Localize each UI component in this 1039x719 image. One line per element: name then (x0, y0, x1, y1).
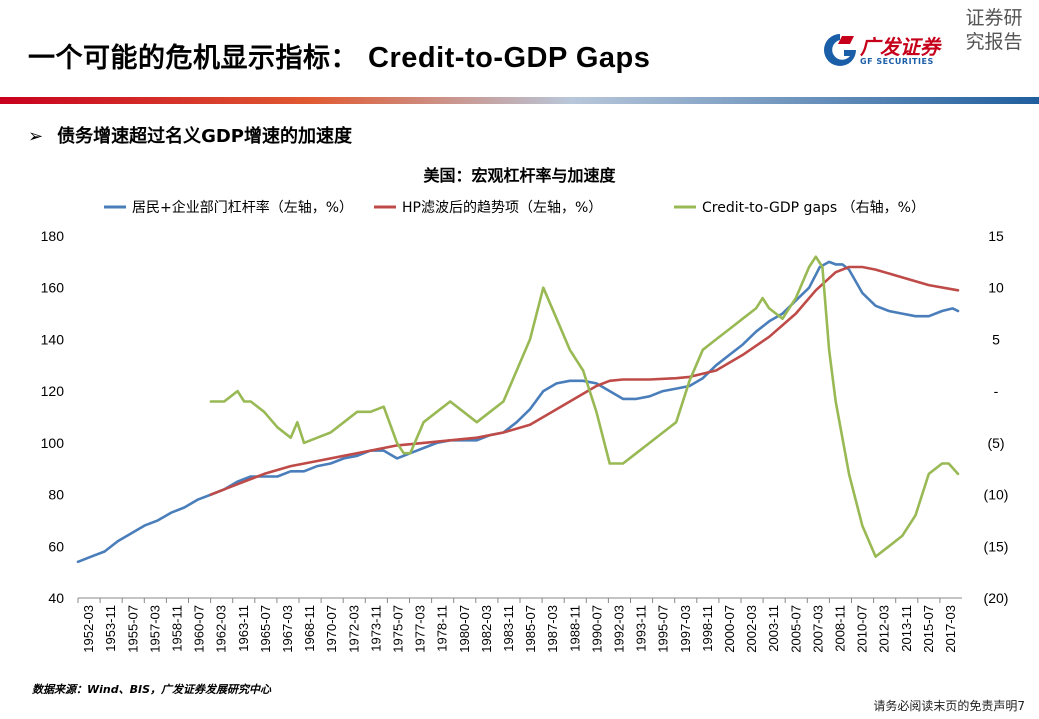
x-tick-label: 2000-07 (722, 605, 737, 653)
bullet-text: 债务增速超过名义GDP增速的加速度 (57, 126, 353, 147)
disclaimer: 请务必阅读末页的免责声明7 (873, 699, 1025, 713)
x-tick-label: 2017-03 (943, 605, 958, 653)
x-tick-label: 1997-03 (678, 605, 693, 653)
right-tick-label: 10 (988, 280, 1004, 296)
page-title: 一个可能的危机显示指标： Credit-to-GDP Gaps (28, 36, 650, 75)
x-tick-label: 1967-03 (280, 605, 295, 653)
legend-label: HP滤波后的趋势项（左轴，%） (402, 200, 602, 216)
title-cn: 一个可能的危机显示指标： (28, 43, 358, 74)
x-tick-label: 1975-07 (390, 605, 405, 653)
right-tick-label: 5 (992, 331, 1000, 347)
x-tick-label: 1993-11 (634, 605, 649, 652)
x-tick-label: 1955-07 (125, 605, 140, 653)
series-line-hp-trend (209, 265, 960, 496)
x-tick-label: 1982-03 (479, 605, 494, 653)
right-tick-label: (5) (987, 435, 1004, 451)
x-tick-label: 2013-11 (899, 605, 914, 652)
x-tick-label: 1962-03 (214, 605, 229, 653)
x-tick-label: 2008-11 (832, 605, 847, 652)
header-divider-band (0, 97, 1039, 104)
right-tick-label: 15 (988, 228, 1004, 244)
x-tick-label: 1960-07 (192, 605, 207, 653)
x-tick-label: 2015-07 (921, 605, 936, 653)
logo-text-cn: 广发证券 (860, 35, 940, 59)
x-tick-label: 1973-11 (368, 605, 383, 652)
x-tick-label: 2005-07 (788, 605, 803, 653)
x-tick-label: 1983-11 (501, 605, 516, 652)
left-tick-label: 60 (48, 538, 64, 554)
left-tick-label: 140 (41, 331, 65, 347)
x-tick-label: 1952-03 (81, 605, 96, 653)
x-tick-label: 2012-03 (877, 605, 892, 653)
left-tick-label: 100 (41, 435, 65, 451)
left-tick-label: 120 (41, 383, 65, 399)
left-tick-label: 80 (48, 487, 64, 503)
left-tick-label: 160 (41, 280, 65, 296)
x-tick-label: 2007-03 (810, 605, 825, 653)
legend-label: Credit-to-GDP gaps （右轴，%） (702, 200, 925, 216)
x-tick-label: 1987-03 (545, 605, 560, 653)
report-tagline: 证券研究报告 (965, 7, 1023, 53)
x-tick-label: 1990-07 (589, 605, 604, 653)
x-tick-label: 2010-07 (855, 605, 870, 653)
x-tick-label: 1970-07 (324, 605, 339, 653)
x-tick-label: 1980-07 (457, 605, 472, 653)
section-bullet: ➢ 债务增速超过名义GDP增速的加速度 (28, 122, 352, 148)
right-tick-label: (20) (984, 590, 1009, 606)
source-note: 数据来源：Wind、BIS，广发证券发展研究中心 (32, 683, 272, 696)
x-tick-label: 1957-03 (147, 605, 162, 653)
right-tick-label: (10) (984, 487, 1009, 503)
x-tick-label: 1965-07 (258, 605, 273, 653)
x-tick-label: 1953-11 (103, 605, 118, 652)
x-tick-label: 1998-11 (700, 605, 715, 652)
x-tick-label: 1977-03 (413, 605, 428, 653)
x-tick-label: 1972-03 (346, 605, 361, 653)
title-en: Credit-to-GDP Gaps (368, 42, 651, 74)
right-tick-label: (15) (984, 538, 1009, 554)
x-tick-label: 1968-11 (302, 605, 317, 652)
x-tick-label: 1978-11 (435, 605, 450, 652)
logo-text-en: GF SECURITIES (860, 57, 934, 66)
legend-label: 居民+企业部门杠杆率（左轴，%） (132, 199, 353, 216)
x-tick-label: 1985-07 (523, 605, 538, 653)
x-tick-label: 2003-11 (766, 605, 781, 652)
x-tick-label: 2002-03 (744, 605, 759, 653)
bullet-arrow-icon: ➢ (28, 126, 44, 147)
x-tick-label: 1988-11 (567, 605, 582, 652)
gf-logo-icon (824, 34, 856, 66)
chart-title: 美国：宏观杠杆率与加速度 (423, 166, 616, 185)
x-tick-label: 1992-03 (611, 605, 626, 653)
x-tick-label: 1995-07 (656, 605, 671, 653)
series-line-credit-gap (209, 255, 960, 558)
x-tick-label: 1963-11 (236, 605, 251, 652)
left-tick-label: 40 (48, 590, 64, 606)
x-tick-label: 1958-11 (169, 605, 184, 652)
left-tick-label: 180 (41, 228, 65, 244)
right-tick-label: - (994, 383, 999, 399)
